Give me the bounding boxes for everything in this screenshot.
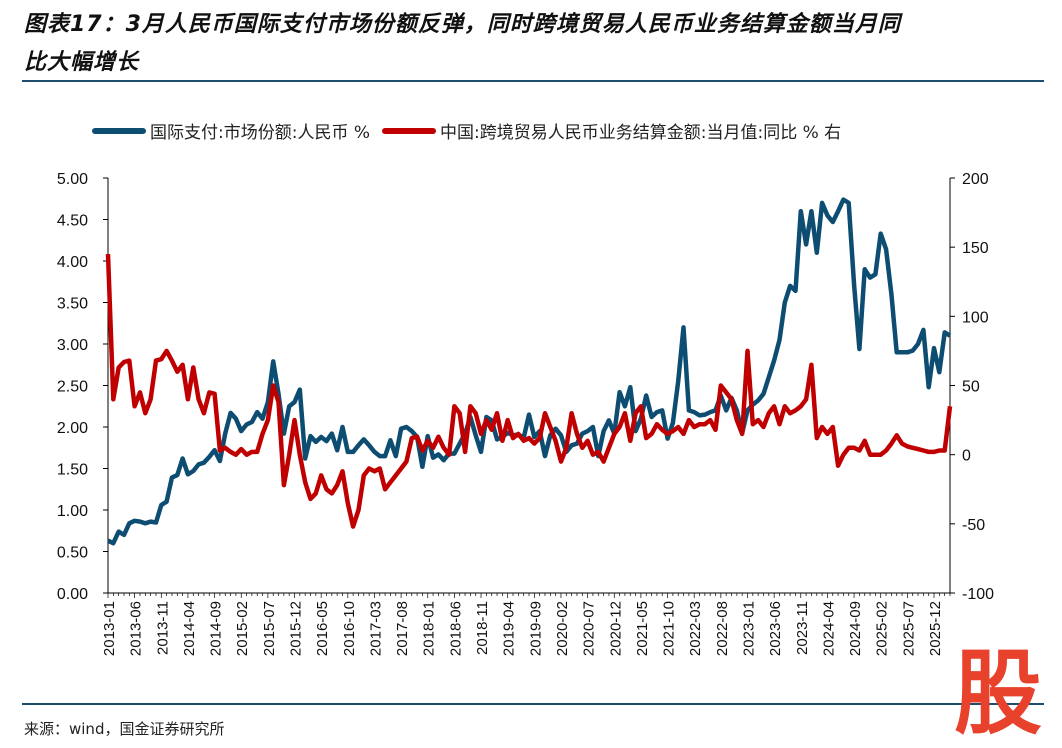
right-tick-label: 200 <box>962 171 989 188</box>
bottom-divider <box>22 703 1044 705</box>
x-tick-label: 2018-06 <box>447 601 464 656</box>
x-tick-label: 2023-11 <box>794 601 811 655</box>
x-tick-label: 2018-11 <box>474 601 491 655</box>
x-tick-label: 2017-08 <box>394 601 411 656</box>
left-tick-label: 4.00 <box>57 254 88 271</box>
right-tick-label: 100 <box>962 309 989 326</box>
x-tick-label: 2016-10 <box>341 601 358 656</box>
legend-swatch-red <box>382 127 437 134</box>
x-tick-label: 2020-12 <box>607 601 624 656</box>
x-tick-label: 2022-03 <box>687 601 704 656</box>
left-tick-label: 0.00 <box>57 586 88 603</box>
x-tick-label: 2015-07 <box>261 601 278 656</box>
x-tick-label: 2020-02 <box>554 601 571 656</box>
x-tick-label: 2014-09 <box>208 601 225 656</box>
series-line-rmb-share <box>107 197 952 546</box>
left-tick-label: 0.50 <box>57 545 88 562</box>
right-tick-label: 150 <box>962 240 989 257</box>
legend-label-settlement: 中国:跨境贸易人民币业务结算金额:当月值:同比 % 右 <box>440 123 842 143</box>
left-tick-label: 2.00 <box>57 420 88 437</box>
x-tick-label: 2015-12 <box>288 601 305 656</box>
x-tick-label: 2018-01 <box>421 601 438 656</box>
x-tick-label: 2014-04 <box>181 601 198 656</box>
x-tick-label: 2021-05 <box>634 601 651 656</box>
logo: 股 <box>954 640 1042 747</box>
legend-label-share: 国际支付:市场份额:人民币 % <box>150 123 371 143</box>
x-tick-label: 2024-04 <box>820 601 837 656</box>
x-tick-label: 2025-02 <box>874 601 891 656</box>
x-tick-label: 2016-05 <box>314 601 331 656</box>
x-tick-label: 2022-08 <box>714 601 731 656</box>
x-tick-label: 2024-09 <box>847 601 864 656</box>
x-tick-label: 2020-07 <box>581 601 598 656</box>
chart-title-line2: 比大幅增长 <box>24 50 140 75</box>
left-tick-label: 1.50 <box>57 462 88 479</box>
right-tick-label: 0 <box>962 448 971 465</box>
x-tick-label: 2015-02 <box>234 601 251 656</box>
right-tick-label: -50 <box>962 517 985 534</box>
x-tick-label: 2019-09 <box>527 601 544 656</box>
series-line-settlement-yoy <box>105 254 953 529</box>
x-tick-label: 2017-03 <box>367 601 384 656</box>
x-tick-label: 2021-10 <box>661 601 678 656</box>
left-tick-label: 4.50 <box>57 213 88 230</box>
left-tick-label: 3.50 <box>57 296 88 313</box>
x-tick-label: 2013-11 <box>154 601 171 655</box>
x-tick-label: 2019-04 <box>501 601 518 656</box>
legend-swatch-blue <box>92 127 146 134</box>
right-tick-label: -100 <box>962 586 994 603</box>
left-tick-label: 5.00 <box>57 171 88 188</box>
right-tick-label: 50 <box>962 379 980 396</box>
x-tick-label: 2023-06 <box>767 601 784 656</box>
x-tick-label: 2025-07 <box>900 601 917 656</box>
left-tick-label: 2.50 <box>57 379 88 396</box>
left-tick-label: 3.00 <box>57 337 88 354</box>
legend: 国际支付:市场份额:人民币 % 中国:跨境贸易人民币业务结算金额:当月值:同比 … <box>92 118 841 143</box>
x-tick-label: 2025-12 <box>927 601 944 656</box>
left-tick-label: 1.00 <box>57 503 88 520</box>
x-tick-label: 2013-06 <box>128 601 145 656</box>
x-tick-label: 2023-01 <box>740 601 757 656</box>
chart-title-line1: 图表17：3月人民币国际支付市场份额反弹，同时跨境贸易人民币业务结算金额当月同 <box>24 12 901 37</box>
source-note: 来源：wind，国金证券研究所 <box>24 720 225 738</box>
top-divider <box>22 80 1044 82</box>
x-tick-label: 2013-01 <box>101 601 118 656</box>
